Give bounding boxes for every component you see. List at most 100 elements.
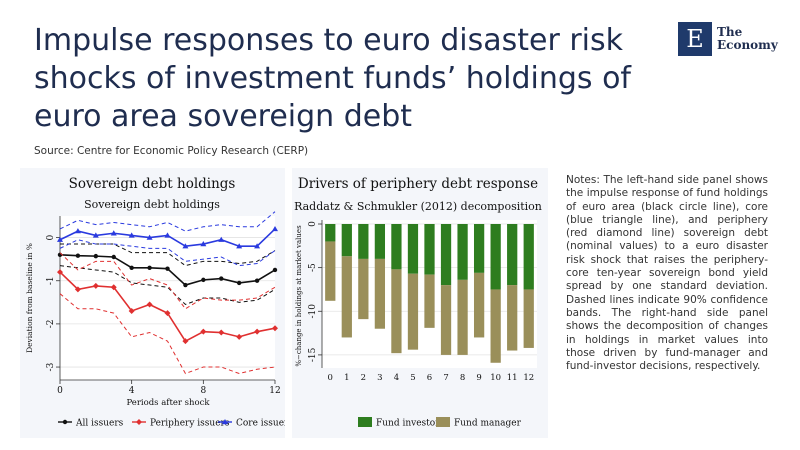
- page-title: Impulse responses to euro disaster risk …: [34, 23, 631, 134]
- all-point: [183, 282, 188, 288]
- right-x-tick-label: 2: [361, 373, 366, 383]
- fund-investor-bar: [440, 224, 452, 286]
- fund-manager-bar: [440, 285, 452, 355]
- core-point: [218, 236, 225, 242]
- core-point: [92, 232, 99, 238]
- left-y-tick-label: 0: [46, 234, 56, 240]
- fund-investor-bar: [407, 224, 419, 274]
- fund-investor-bar: [490, 224, 501, 290]
- all-point: [75, 253, 81, 258]
- fund-manager-bar: [325, 241, 336, 301]
- core-point: [236, 243, 243, 249]
- periphery-point: [272, 325, 278, 332]
- left-chart-subtitle: Sovereign debt holdings: [84, 198, 220, 211]
- right-x-tick-label: 12: [523, 373, 534, 383]
- legend-core-marker: [222, 419, 228, 425]
- fund-investor-bar: [457, 224, 468, 280]
- right-y-tick-label: -10: [308, 304, 318, 319]
- periphery-point: [254, 328, 261, 335]
- core-point: [110, 230, 117, 236]
- legend-fund_manager-label: Fund manager: [454, 419, 522, 429]
- fund-manager-bar: [424, 274, 435, 328]
- left-x-tick-label: 12: [269, 386, 280, 396]
- all-point: [254, 278, 260, 283]
- legend-core-label: Core issuers: [236, 419, 285, 429]
- core-point: [254, 243, 261, 249]
- legend-fund_investor-swatch: [358, 417, 372, 427]
- fund-manager-bar: [457, 279, 468, 355]
- periphery-point: [57, 269, 63, 276]
- fund-investor-bar: [473, 224, 485, 273]
- left-x-tick-label: 4: [129, 386, 135, 396]
- left-x-axis-label: Periods after shock: [126, 398, 210, 408]
- right-x-tick-label: 9: [476, 373, 481, 383]
- all-point: [129, 265, 134, 270]
- fund-manager-bar: [523, 289, 534, 348]
- core-point: [272, 225, 278, 232]
- periphery-point: [74, 286, 81, 293]
- legend-all-label: All issuers: [75, 419, 124, 429]
- core-point: [200, 241, 207, 247]
- all-point: [201, 277, 206, 283]
- all-point: [236, 280, 242, 286]
- legend-periphery-label: Periphery issuers: [150, 419, 230, 429]
- legend-periphery-marker: [136, 419, 142, 425]
- periphery-upper-band: [59, 252, 276, 310]
- fund-manager-bar: [407, 273, 419, 350]
- fund-manager-bar: [473, 272, 485, 338]
- right-x-tick-label: 6: [427, 373, 432, 383]
- left-y-tick-label: -2: [46, 320, 56, 329]
- core-lower-band: [59, 239, 276, 267]
- periphery-point: [182, 338, 189, 345]
- right-y-tick-label: -15: [308, 347, 318, 362]
- left-y-axis-label: Deviation from baseline in %: [25, 243, 34, 353]
- left-plot-area: [60, 216, 275, 380]
- left-chart-title: Sovereign debt holdings: [69, 176, 236, 192]
- chart-notes: Notes: The left-hand side panel shows th…: [566, 174, 768, 373]
- logo-line-2: Economy: [717, 38, 778, 52]
- right-x-tick-label: 7: [443, 373, 448, 383]
- left-y-tick-label: -1: [46, 276, 56, 285]
- periphery-point: [92, 282, 99, 289]
- right-x-tick-label: 10: [490, 373, 501, 383]
- periphery-point: [164, 310, 171, 317]
- core-point: [146, 234, 153, 240]
- fund-investor-bar: [325, 224, 336, 242]
- fund-investor-bar: [507, 224, 518, 286]
- fund-investor-bar: [424, 224, 435, 275]
- source-caption: Source: Centre for Economic Policy Resea…: [34, 145, 309, 157]
- right-x-tick-label: 3: [377, 373, 382, 383]
- right-x-tick-label: 0: [328, 373, 333, 383]
- all-point: [219, 276, 224, 281]
- logo-wordmark: The Economy: [717, 26, 778, 52]
- fund-manager-bar: [490, 289, 501, 363]
- right-y-tick-label: -5: [308, 263, 318, 272]
- right-x-tick-label: 8: [460, 373, 465, 383]
- fund-manager-bar: [358, 258, 369, 320]
- fund-investor-bar: [358, 224, 369, 259]
- all-point: [111, 254, 116, 260]
- left-x-tick-label: 0: [57, 386, 63, 396]
- core-upper-band: [59, 211, 276, 232]
- fund-manager-bar: [374, 258, 386, 329]
- core-point: [74, 228, 81, 234]
- periphery-point: [146, 301, 153, 308]
- logo-line-1: The: [717, 25, 743, 39]
- periphery-lower-band: [59, 293, 276, 375]
- fund-investor-bar: [341, 224, 352, 257]
- all-lower-band: [59, 265, 276, 306]
- right-x-tick-label: 1: [344, 373, 349, 383]
- fund-investor-bar: [391, 224, 402, 270]
- periphery-point: [128, 307, 135, 314]
- legend-fund_investor-label: Fund investor: [376, 419, 440, 429]
- right-bar-chart: Drivers of periphery debt response Raddat…: [292, 168, 548, 438]
- periphery-point: [110, 284, 117, 291]
- fund-manager-bar: [341, 256, 352, 338]
- left-line-chart: Sovereign debt holdings Sovereign debt ho…: [20, 168, 285, 438]
- core-point: [128, 232, 135, 238]
- legend-all-marker: [62, 419, 68, 425]
- periphery-point: [236, 333, 243, 340]
- right-chart-title: Drivers of periphery debt response: [298, 176, 538, 192]
- right-x-tick-label: 11: [507, 373, 518, 383]
- core-point: [57, 236, 63, 242]
